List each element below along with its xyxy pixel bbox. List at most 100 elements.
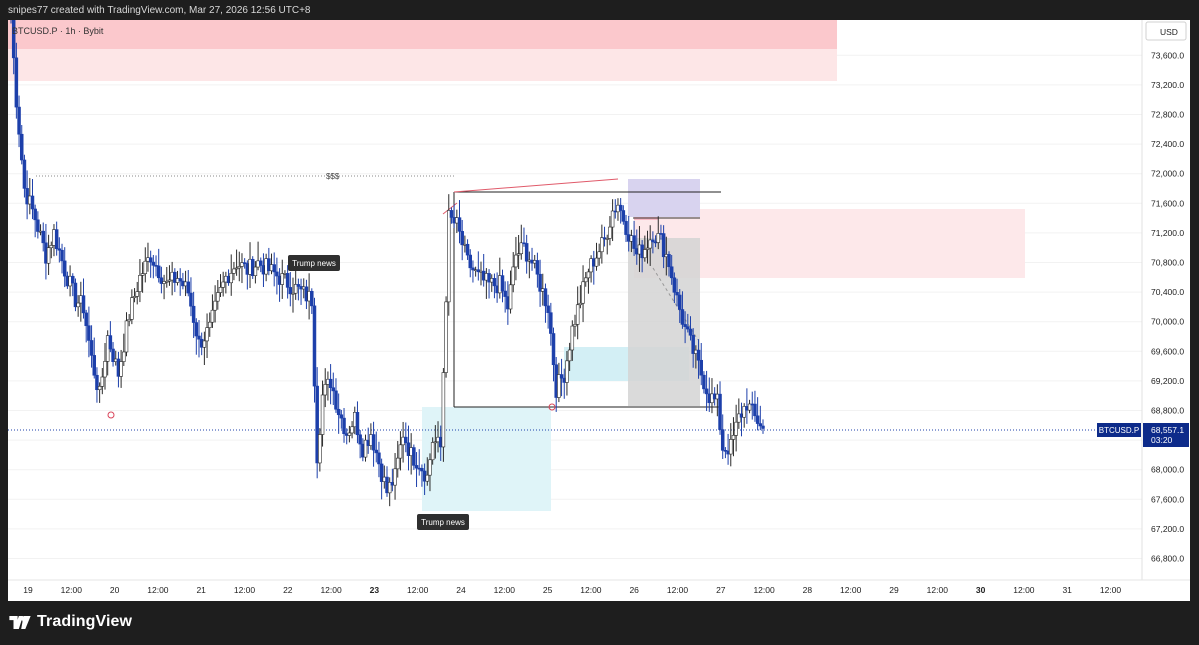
candle-body [143,260,148,274]
candle-body [645,247,650,250]
candle-body [680,309,685,325]
candle-body [471,267,475,271]
price-tick-label: 69,600.0 [1151,346,1184,356]
candle-body [430,442,435,461]
candle-body [457,217,462,232]
candle-body [259,260,263,266]
candle-body [465,243,470,256]
candle-body [543,288,548,307]
candle-body [363,439,368,458]
candle-body [54,229,59,250]
supply-zone-top-light[interactable] [8,49,837,81]
candle-body [600,237,604,253]
candle-body [565,360,569,383]
candle-body [618,204,623,211]
candle-body [583,277,588,283]
candle-body [350,426,354,434]
tradingview-brand: TradingView [37,613,133,630]
time-axis[interactable]: 19 12:00 20 12:00 21 12:00 22 12:00 23 12:00 24 12:… [23,585,1121,595]
candle-body [288,287,293,295]
projection-dashed[interactable] [652,267,699,341]
candle-body [355,412,360,436]
candle-body [503,290,507,297]
candle-body [30,195,35,210]
time-tick-label: 12:00 [1013,585,1035,595]
candle-body [49,245,54,249]
candle-body [138,275,142,292]
candle-body [92,355,97,376]
price-tick-label: 69,200.0 [1151,376,1184,386]
price-tick-label: 66,800.0 [1151,554,1184,564]
candle-body [683,324,687,327]
trend-line-red[interactable] [453,178,619,193]
candle-body [17,106,21,135]
candle-body [111,348,115,362]
candles[interactable] [9,0,765,507]
candle-body [476,269,481,273]
candle-body [296,284,301,287]
candle-body [594,257,599,267]
candle-body [334,390,338,410]
candle-body [519,242,524,255]
time-tick-label: 30 [976,585,986,595]
currency-button[interactable]: USD [1145,21,1187,41]
candle-body [753,403,757,417]
tradingview-logo[interactable]: TradingView [9,613,132,631]
candle-body [449,210,454,218]
candle-body [610,210,615,228]
supply-zone-top[interactable] [8,20,837,49]
candle-body [672,277,677,293]
candle-body [221,281,225,288]
candle-body [371,434,376,451]
swing-low-marker-2[interactable] [548,403,556,411]
candle-body [704,388,709,395]
tradingview-logo-icon [9,615,31,629]
candle-body [71,275,75,284]
trump-news-text-2: Trump news [421,518,465,527]
candle-body [323,384,327,396]
price-tick-label: 73,600.0 [1151,50,1184,60]
candle-body [237,266,242,269]
candle-body [165,280,169,283]
candle-body [581,281,585,304]
price-badge-countdown: 03:20 [1151,435,1173,445]
price-tick-label: 68,000.0 [1151,465,1184,475]
time-tick-label: 31 [1062,585,1072,595]
symbol-title: BTCUSD.P · 1h · Bybit [12,26,104,36]
candle-body [173,271,177,283]
candle-body [487,273,491,283]
candle-body [280,273,285,285]
swing-low-marker-1[interactable] [107,411,115,419]
candle-body [336,408,341,416]
candle-body [22,159,27,189]
candle-body [755,415,760,424]
candle-body [84,312,88,327]
candle-body [500,275,505,292]
candle-body [312,305,317,387]
price-tick-label: 72,800.0 [1151,110,1184,120]
candle-body [331,387,336,392]
demand-zone-left[interactable] [422,407,551,511]
candle-body [253,266,258,276]
candle-body [758,423,763,427]
price-tick-label: 70,000.0 [1151,317,1184,327]
candle-body [202,340,207,348]
range-box-purple[interactable] [628,179,700,217]
chart-area[interactable]: $$$ Trump news Trump [8,0,1190,601]
candle-body [729,439,733,455]
candle-body [191,305,196,323]
candle-body [60,249,64,262]
candle-body [140,273,145,276]
trend-line-red-2[interactable] [442,202,458,215]
candle-body [103,361,107,378]
drawings-layer[interactable]: $$$ [8,20,1142,511]
price-chart[interactable]: $$$ Trump news Trump [8,0,1190,601]
candle-body [414,465,419,469]
candle-body [535,260,540,275]
trump-news-label-1[interactable]: Trump news [288,255,340,271]
candle-body [677,294,682,310]
candle-body [318,434,322,464]
candle-body [156,265,161,279]
trump-news-label-2[interactable]: Trump news [417,514,469,530]
candle-body [97,386,102,391]
